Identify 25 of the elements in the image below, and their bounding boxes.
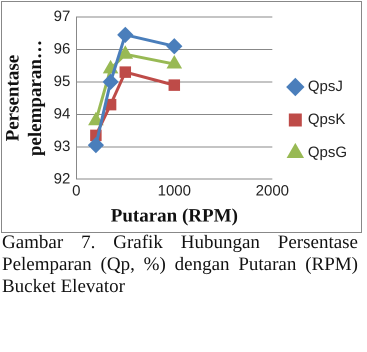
y-axis-title: Persentase pelemparan…	[2, 40, 46, 156]
point	[89, 113, 103, 126]
legend-label: QpsK	[308, 111, 346, 128]
legend-label: QpsG	[308, 144, 348, 162]
point	[118, 46, 132, 59]
y-tick-label: 95	[54, 73, 70, 90]
y-tick-label: 96	[54, 40, 70, 58]
y-tick-label: 97	[54, 8, 70, 26]
point	[103, 74, 118, 90]
y-tick-label: 93	[54, 138, 70, 155]
y-tick-label: 92	[54, 170, 70, 188]
y-tick-label: 94	[54, 105, 70, 122]
point	[166, 38, 182, 54]
point	[168, 79, 180, 91]
legend-label: QpsJ	[308, 78, 343, 96]
point	[104, 98, 116, 110]
x-tick-label: 1000	[158, 182, 191, 200]
x-tick-label: 2000	[256, 182, 290, 200]
point	[168, 56, 181, 69]
x-tick-label: 0	[72, 182, 80, 200]
point	[120, 66, 132, 78]
point	[88, 138, 104, 153]
point	[118, 27, 133, 42]
text: Gambar 7. Grafik Hubungan Persentase Pelemparan (Qp, %) dengan Putaran (RPM) Bucket Elevator	[2, 232, 358, 298]
x-axis-title: Putaran (RPM)	[110, 206, 238, 227]
